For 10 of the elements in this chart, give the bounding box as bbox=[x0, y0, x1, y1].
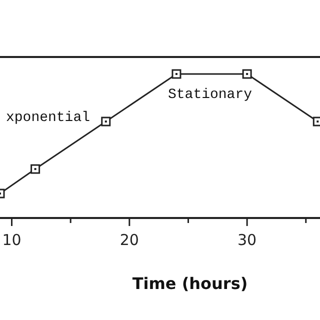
x-tick-label: 20 bbox=[120, 231, 139, 249]
point bbox=[30, 164, 40, 174]
x-tick-label: 10 bbox=[2, 231, 22, 249]
point bbox=[242, 69, 252, 79]
annotation: xponential bbox=[6, 110, 90, 126]
point bbox=[101, 116, 111, 126]
point bbox=[172, 69, 182, 79]
annotation: Stationary bbox=[168, 87, 252, 103]
x-tick-label: 30 bbox=[238, 231, 257, 249]
x-axis-title: Time (hours) bbox=[132, 274, 248, 293]
